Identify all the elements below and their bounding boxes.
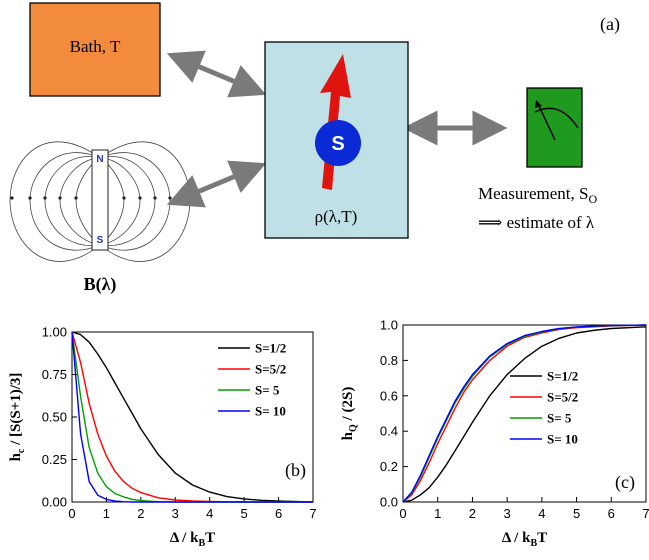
bar-magnet-diagram: N S (9, 141, 191, 262)
series-line-3 (71, 331, 313, 503)
x-tick-label: 1 (103, 506, 110, 521)
legend-label-3: S= 10 (547, 432, 578, 447)
meter-icon (526, 87, 583, 168)
y-tick-label: 0.00 (42, 495, 67, 510)
y-axis-label: hc / [S(S+1)/3] (8, 373, 27, 462)
x-axis-label: Δ / kBT (502, 530, 547, 549)
x-tick-label: 3 (172, 506, 179, 521)
plot-frame (402, 324, 647, 503)
x-tick-label: 5 (573, 506, 580, 521)
y-axis-label-sub: c (16, 448, 27, 453)
y-axis-label-tail: / [S(S+1)/3] (8, 373, 24, 449)
field-label: B(λ) (84, 274, 117, 295)
y-tick-label: 0.25 (42, 452, 67, 467)
y-axis-label-main: h (340, 431, 356, 440)
y-tick-label: 0.50 (42, 410, 67, 425)
meter-dial (534, 107, 579, 129)
chart-c: 0 1 2 3 4 5 6 7 0.0 0.2 0.4 0.6 0.8 1.0 S=1/2 S=5/2 S= 5… (340, 318, 649, 550)
y-axis-label-main: h (8, 452, 24, 461)
series-line-0 (71, 331, 314, 503)
meter-needle-tip (535, 100, 542, 108)
panel-label: (c) (615, 472, 635, 493)
bath-box (29, 2, 161, 97)
x-axis-label-tail: T (537, 530, 547, 546)
measurement-text: Measurement, SO (478, 184, 597, 206)
y-axis-label: hQ / (2S) (340, 387, 359, 441)
y-tick-label: 1.0 (380, 318, 398, 333)
x-tick-label: 5 (241, 506, 248, 521)
legend-label-1: S=5/2 (547, 390, 578, 405)
panel-a-label: (a) (600, 14, 620, 35)
spin-ball (315, 120, 361, 166)
meter-needle (537, 103, 556, 141)
legend-label-2: S= 5 (547, 411, 572, 426)
x-tick-label: 0 (68, 506, 75, 521)
legend-label-1: S=5/2 (255, 362, 286, 377)
panel-label: (b) (285, 460, 306, 481)
x-tick-label: 1 (434, 506, 441, 521)
panel-a: (a) Bath, T N (9, 2, 620, 295)
x-tick-label: 4 (206, 506, 213, 521)
magnet-south-label: S (97, 235, 104, 246)
series-line-3 (402, 324, 647, 503)
y-tick-label: 0.8 (380, 353, 398, 368)
legend-label-2: S= 5 (255, 383, 280, 398)
y-tick-label: 1.00 (42, 325, 67, 340)
y-axis-label-sub: Q (348, 424, 359, 432)
x-tick-label: 2 (469, 506, 476, 521)
x-tick-label: 7 (309, 506, 316, 521)
x-tick-label: 6 (275, 506, 282, 521)
legend-label-3: S= 10 (255, 404, 286, 419)
x-axis-label-main: Δ / k (170, 530, 199, 546)
y-tick-label: 0.75 (42, 367, 67, 382)
y-tick-label: 0.6 (380, 388, 398, 403)
field-coupling-arrow (166, 160, 267, 208)
x-tick-label: 2 (137, 506, 144, 521)
x-tick-label: 0 (399, 506, 406, 521)
x-axis-label-tail: T (205, 530, 215, 546)
legend-label-0: S=1/2 (255, 341, 286, 356)
chart-b: 0 1 2 3 4 5 6 7 0.00 0.25 0.50 0.75 1.00 S=1/2 S=5/2 S=… (8, 325, 317, 550)
y-tick-label: 0.4 (380, 424, 398, 439)
series-line-0 (402, 326, 647, 503)
x-tick-label: 3 (504, 506, 511, 521)
x-axis-label-sub: B (530, 538, 537, 549)
x-axis-label: Δ / kBT (170, 530, 215, 549)
legend-label-0: S=1/2 (547, 369, 578, 384)
bath-coupling-arrow (166, 50, 267, 98)
x-axis-label-sub: B (198, 538, 205, 549)
x-tick-label: 4 (538, 506, 545, 521)
bath-label: Bath, T (70, 37, 121, 56)
state-label: ρ(λ,T) (315, 207, 358, 226)
x-tick-label: 7 (642, 506, 649, 521)
bar-magnet (91, 149, 109, 251)
x-axis-label-main: Δ / k (502, 530, 531, 546)
magnet-north-label: N (96, 154, 103, 165)
estimate-text: ⟹ estimate of λ (478, 213, 595, 232)
x-tick-label: 6 (608, 506, 615, 521)
spin-label: S (331, 133, 344, 155)
y-axis-label-tail: / (2S) (340, 387, 356, 425)
y-tick-label: 0.2 (380, 459, 398, 474)
y-tick-label: 0.0 (380, 495, 398, 510)
